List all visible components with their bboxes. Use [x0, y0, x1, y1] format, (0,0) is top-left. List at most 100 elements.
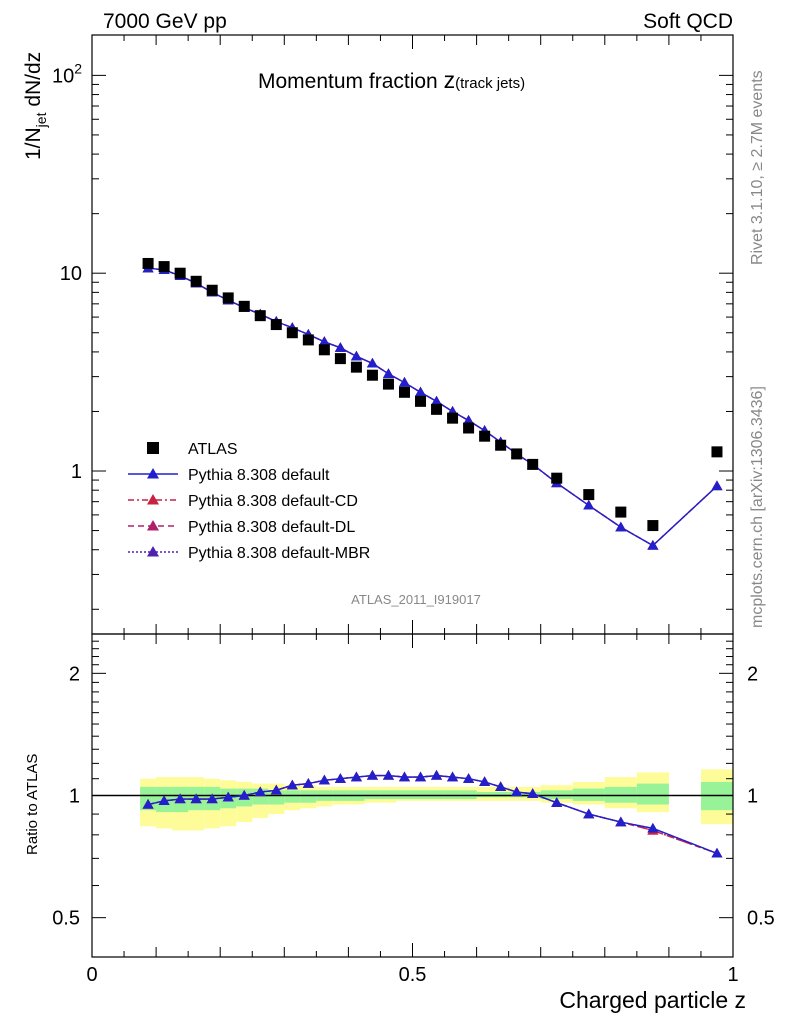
ratio-band-green	[396, 790, 413, 800]
data-point	[415, 395, 427, 407]
ratio-point	[158, 795, 170, 805]
ratio-y-tick-label-right: 2	[747, 663, 758, 685]
ratio-point	[479, 776, 491, 787]
data-point	[238, 300, 250, 312]
data-point	[270, 319, 282, 331]
main-y-tick-label-exp: 2	[74, 60, 82, 76]
ratio-point	[286, 779, 298, 790]
data-point	[447, 412, 459, 424]
mc-point	[350, 350, 362, 361]
data-point	[511, 448, 523, 460]
ratio-point	[447, 771, 459, 782]
ratio-band-green	[444, 790, 461, 800]
ratio-band-green	[300, 790, 317, 803]
data-point	[142, 257, 154, 269]
mc-point	[382, 368, 394, 378]
ratio-point	[222, 791, 234, 802]
chart-title: Momentum fraction z(track jets)	[258, 67, 525, 93]
data-point	[350, 361, 362, 373]
data-point	[254, 310, 266, 322]
ratio-point	[174, 793, 186, 804]
ratio-point	[431, 770, 443, 780]
data-point	[222, 292, 234, 304]
mc-point	[711, 480, 723, 491]
main-y-label-pre: 1/N	[22, 127, 45, 160]
ratio-point	[238, 790, 250, 800]
legend-label: Pythia 8.308 default	[188, 467, 330, 484]
mc-point	[318, 336, 330, 346]
ratio-y-tick-label: 0.5	[52, 908, 80, 930]
main-y-axis-label: 1/Njet dN/dz	[22, 52, 49, 160]
legend: ATLAS Pythia 8.308 default Pythia 8.308 de…	[128, 441, 370, 562]
ratio-band-green	[540, 790, 573, 800]
ratio-band-green	[636, 783, 669, 805]
data-point	[366, 369, 378, 381]
ratio-point	[382, 770, 394, 780]
chart-title-sub: (track jets)	[455, 75, 525, 92]
ratio-point	[551, 797, 563, 807]
main-y-tick-label: 1	[71, 461, 82, 483]
data-point	[527, 458, 539, 470]
data-point	[318, 344, 330, 356]
ratio-point	[711, 847, 723, 858]
ratio-point	[583, 808, 595, 819]
mc-point	[415, 386, 427, 397]
data-point	[615, 506, 627, 518]
ratio-band-green	[412, 790, 429, 800]
main-y-label-post: dN/dz	[22, 52, 45, 113]
ratio-point	[270, 784, 282, 795]
ratio-y-tick-label-right: 0.5	[747, 908, 775, 930]
x-axis-label: Charged particle z	[559, 987, 746, 1013]
ratio-point	[350, 771, 362, 782]
ratio-point	[495, 781, 507, 792]
ratio-band-green	[460, 790, 477, 800]
mc-point	[615, 521, 627, 532]
ratio-point	[366, 770, 378, 780]
ratio-band-green	[284, 790, 301, 803]
ratio-band-green	[476, 792, 493, 798]
analysis-label: ATLAS_2011_I919017	[351, 592, 481, 607]
ratio-point	[142, 799, 154, 809]
ratio-point	[334, 773, 346, 783]
data-point	[711, 446, 723, 458]
ratio-y-tick-label: 1	[69, 786, 80, 808]
ratio-point	[302, 778, 314, 788]
ratio-band-green	[364, 790, 381, 800]
mc-point	[334, 342, 346, 352]
ratio-point	[254, 786, 266, 797]
data-point	[286, 327, 298, 339]
ratio-point	[398, 771, 410, 782]
ratio-band-green	[140, 786, 157, 811]
chart-title-z: z	[444, 67, 456, 93]
x-tick-label: 0	[86, 964, 97, 986]
data-point	[382, 378, 394, 390]
data-point	[398, 386, 410, 398]
mc-point	[431, 395, 443, 406]
data-point	[463, 422, 475, 434]
legend-marker	[147, 546, 159, 557]
legend-marker	[147, 520, 159, 531]
ratio-point	[511, 786, 523, 797]
ratio-point	[415, 771, 427, 782]
ratio-y-tick-label-right: 1	[747, 786, 758, 808]
data-point	[583, 489, 595, 501]
data-point	[334, 353, 346, 365]
ratio-band-green	[572, 788, 605, 801]
data-point	[206, 284, 218, 296]
ratio-y-axis-label: Ratio to ATLAS	[24, 754, 41, 855]
ratio-band-green	[380, 790, 397, 800]
main-y-tick-label-base: 10	[52, 65, 74, 87]
data-point	[479, 430, 491, 442]
ratio-point	[463, 773, 475, 783]
legend-marker	[147, 468, 159, 479]
ratio-point	[527, 788, 539, 798]
data-point	[174, 267, 186, 279]
legend-label: Pythia 8.308 default-CD	[188, 493, 358, 510]
data-point	[551, 472, 563, 484]
ratio-point	[615, 816, 627, 827]
mcplots-label: mcplots.cern.ch [arXiv:1306.3436]	[749, 386, 766, 628]
legend-label: Pythia 8.308 default-MBR	[188, 545, 370, 562]
rivet-label: Rivet 3.1.10, ≥ 2.7M events	[749, 70, 766, 265]
